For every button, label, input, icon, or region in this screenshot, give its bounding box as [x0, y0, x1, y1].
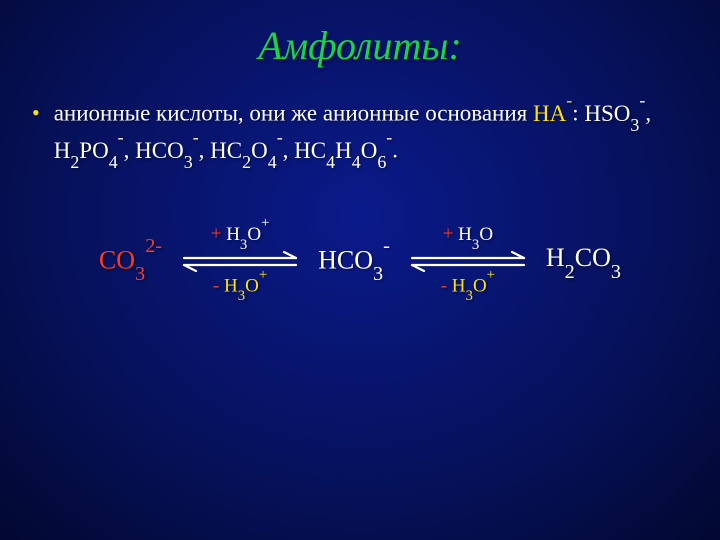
equilibrium-arrow-icon [408, 250, 528, 272]
equilibrium-arrow-icon [180, 250, 300, 272]
bullet-item: • анионные кислоты, они же анионные осно… [32, 95, 688, 169]
example-formula: HCO3- [135, 138, 199, 163]
arrow-label-top: + H3O [443, 221, 493, 249]
species-carbonate: CO32- [93, 242, 168, 281]
bullet-lead-text: анионные кислоты, они же анионные основа… [54, 101, 533, 126]
equilibrium-arrow: + H3O - H3O+ [402, 221, 534, 300]
species-bicarbonate: HCO3- [312, 242, 396, 281]
arrow-label-top: + H3O+ [211, 221, 270, 249]
arrow-label-bottom: - H3O+ [213, 273, 267, 301]
ha-label: НА- [533, 101, 572, 126]
species-carbonic-acid: H2CO3 [540, 243, 627, 278]
example-formula: H2PO4- [54, 138, 124, 163]
arrow-label-bottom: - H3O+ [441, 273, 495, 301]
equilibrium-arrow: + H3O+ - H3O+ [174, 221, 306, 300]
reaction-equation: CO32- + H3O+ - H3O+ HCO3- [32, 221, 688, 300]
slide-title: Амфолиты: [32, 22, 688, 69]
slide: Амфолиты: • анионные кислоты, они же ани… [0, 0, 720, 540]
bullet-text: анионные кислоты, они же анионные основа… [54, 95, 688, 169]
example-formula: HC4H4O6- [294, 138, 392, 163]
example-formula: HSO3- [584, 101, 645, 126]
bullet-marker: • [32, 99, 40, 127]
example-formula: HC2O4- [210, 138, 283, 163]
